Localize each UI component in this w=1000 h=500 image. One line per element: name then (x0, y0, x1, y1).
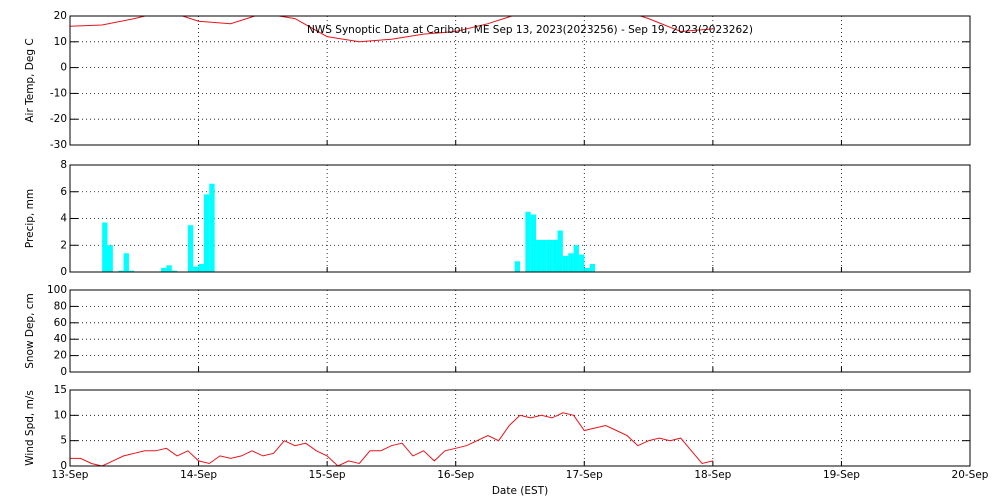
bar (166, 265, 172, 272)
bar (568, 253, 574, 272)
y-tick-label: 100 (47, 284, 67, 296)
x-tick-label: 20-Sep (952, 469, 989, 481)
panel-frame (69, 15, 971, 146)
x-axis-label: Date (EST) (492, 485, 548, 497)
y-tick-label: -20 (50, 113, 67, 125)
bar (198, 263, 204, 272)
bar (187, 225, 194, 272)
y-tick-label: 6 (60, 186, 67, 198)
x-tick-label: 15-Sep (309, 469, 346, 481)
y-tick-label: 0 (60, 266, 67, 278)
y-axis-label: Air Temp, Deg C (24, 38, 36, 122)
bar (546, 239, 553, 272)
data-line (70, 412, 714, 466)
y-tick-label: -30 (50, 139, 67, 151)
bar (552, 239, 558, 272)
y-tick-label: 0 (60, 62, 67, 74)
bar (573, 245, 579, 272)
y-tick-label: 4 (60, 213, 67, 225)
bar (171, 270, 178, 272)
y-tick-label: 8 (60, 159, 67, 171)
bar (525, 211, 531, 272)
y-axis-label: Wind Spd, m/s (24, 390, 36, 466)
panel-frame (69, 389, 971, 467)
y-tick-label: 20 (54, 350, 67, 362)
bar (161, 267, 167, 272)
bar (536, 239, 542, 272)
bar (557, 230, 563, 272)
y-tick-label: 10 (54, 36, 67, 48)
bar (123, 253, 129, 272)
y-tick-label: 40 (54, 333, 67, 345)
x-tick-label: 16-Sep (437, 469, 474, 481)
bar (102, 222, 108, 272)
bar (193, 266, 199, 272)
y-tick-label: 2 (60, 239, 67, 251)
bar (578, 254, 585, 272)
x-tick-label: 19-Sep (823, 469, 860, 481)
y-tick-label: 5 (60, 435, 67, 447)
chart-title: NWS Synoptic Data at Caribou, ME Sep 13,… (307, 24, 753, 36)
y-tick-label: -10 (50, 87, 67, 99)
y-axis-label: Snow Dep, cm (24, 293, 36, 369)
bar (562, 255, 569, 272)
bar (589, 263, 595, 272)
data-line (70, 16, 713, 43)
x-tick-label: 13-Sep (52, 469, 89, 481)
y-axis-label: Precip, mm (24, 189, 36, 248)
y-tick-label: 10 (54, 409, 67, 421)
y-tick-label: 20 (54, 10, 67, 22)
panel-frame (69, 289, 971, 373)
bar (530, 214, 537, 272)
y-tick-label: 15 (54, 384, 67, 396)
panel-frame (69, 164, 971, 273)
bar (209, 183, 215, 272)
y-tick-label: 0 (60, 460, 67, 472)
bar (107, 245, 113, 272)
x-tick-label: 14-Sep (180, 469, 217, 481)
y-tick-label: 60 (54, 317, 67, 329)
bar (541, 239, 547, 272)
x-tick-label: 17-Sep (566, 469, 603, 481)
bar (514, 261, 520, 272)
bar (128, 270, 135, 272)
bar (203, 194, 210, 272)
y-tick-label: 80 (54, 300, 67, 312)
bar (584, 267, 590, 272)
bar (118, 270, 124, 272)
x-tick-label: 18-Sep (694, 469, 731, 481)
y-tick-label: 0 (60, 366, 67, 378)
